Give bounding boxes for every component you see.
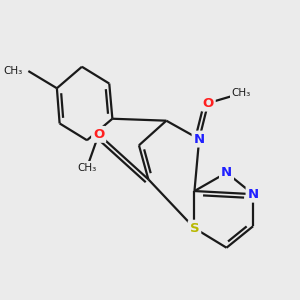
Text: CH₃: CH₃ <box>232 88 251 98</box>
Text: N: N <box>248 188 259 201</box>
Text: O: O <box>202 97 214 110</box>
Text: CH₃: CH₃ <box>77 163 97 172</box>
Text: N: N <box>194 133 205 146</box>
Text: CH₃: CH₃ <box>3 66 22 76</box>
Text: N: N <box>221 166 232 179</box>
Text: S: S <box>190 222 199 235</box>
Text: O: O <box>93 128 104 141</box>
